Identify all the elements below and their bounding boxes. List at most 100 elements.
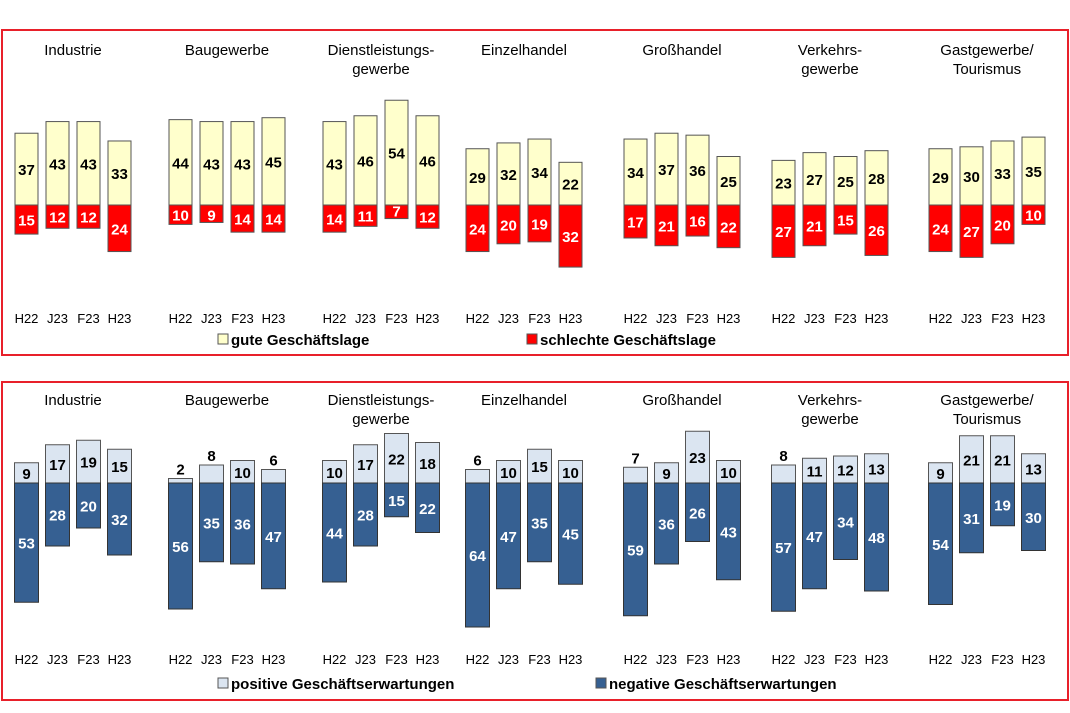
data-label-positive: 29 xyxy=(469,170,486,187)
data-label-positive: 35 xyxy=(1025,164,1042,181)
group-title: gewerbe xyxy=(801,61,859,78)
data-label-positive: 32 xyxy=(500,167,517,184)
legend-swatch xyxy=(526,333,538,345)
x-tick-label: H22 xyxy=(466,311,490,326)
data-label-negative: 14 xyxy=(234,212,251,229)
x-tick-label: H22 xyxy=(15,652,39,667)
data-label-positive: 10 xyxy=(500,465,517,482)
x-tick-label: H23 xyxy=(108,311,132,326)
bar-negative xyxy=(107,482,132,556)
data-label-negative: 47 xyxy=(265,529,282,546)
x-tick-label: F23 xyxy=(231,652,253,667)
group-title: Gastgewerbe/ xyxy=(940,42,1034,59)
bar-negative xyxy=(230,482,255,565)
bar-negative xyxy=(76,482,101,529)
x-tick-label: H23 xyxy=(262,311,286,326)
x-tick-label: H23 xyxy=(559,311,583,326)
data-label-negative: 10 xyxy=(172,208,189,225)
x-tick-label: H22 xyxy=(929,311,953,326)
legend-label: negative Geschäftserwartungen xyxy=(609,676,837,693)
data-label-positive: 15 xyxy=(111,459,128,476)
bar-negative xyxy=(802,204,827,247)
bar-negative xyxy=(76,204,101,229)
data-label-positive: 33 xyxy=(994,166,1011,183)
data-label-positive: 43 xyxy=(49,156,66,173)
x-tick-label: F23 xyxy=(686,311,708,326)
x-tick-label: J23 xyxy=(498,652,519,667)
x-tick-label: H22 xyxy=(323,311,347,326)
data-label-positive: 23 xyxy=(689,450,706,467)
x-tick-label: J23 xyxy=(498,311,519,326)
x-tick-label: J23 xyxy=(961,652,982,667)
bar-negative xyxy=(771,204,796,258)
data-label-positive: 46 xyxy=(357,153,374,170)
x-tick-label: F23 xyxy=(528,311,550,326)
data-label-negative: 26 xyxy=(689,505,706,522)
data-label-positive: 12 xyxy=(837,463,854,480)
data-label-positive: 43 xyxy=(203,156,220,173)
x-tick-label: H22 xyxy=(466,652,490,667)
bar-negative xyxy=(623,204,648,239)
x-tick-label: H23 xyxy=(717,652,741,667)
x-tick-label: F23 xyxy=(991,311,1013,326)
group-title: Dienstleistungs- xyxy=(328,42,435,59)
x-tick-label: H23 xyxy=(717,311,741,326)
data-label-negative: 59 xyxy=(627,542,644,559)
bar-negative xyxy=(558,204,583,268)
bar-negative xyxy=(496,482,521,590)
group-title: Baugewerbe xyxy=(185,392,269,409)
x-tick-label: H22 xyxy=(15,311,39,326)
bar-negative xyxy=(14,204,39,235)
x-tick-label: H22 xyxy=(169,652,193,667)
bar-negative xyxy=(261,482,286,590)
data-label-negative: 21 xyxy=(806,218,823,235)
data-label-positive: 9 xyxy=(662,466,670,483)
data-label-positive: 25 xyxy=(720,174,737,191)
data-label-negative: 32 xyxy=(111,512,128,529)
bar-negative xyxy=(527,482,552,563)
x-tick-label: J23 xyxy=(201,652,222,667)
bar-negative xyxy=(833,482,858,560)
x-tick-label: H23 xyxy=(108,652,132,667)
data-label-positive: 45 xyxy=(265,154,282,171)
bar-negative xyxy=(322,204,347,233)
data-label-negative: 17 xyxy=(627,214,644,231)
data-label-positive: 37 xyxy=(18,162,35,179)
data-label-negative: 20 xyxy=(500,217,517,234)
data-label-positive: 34 xyxy=(531,165,548,182)
x-tick-label: H22 xyxy=(929,652,953,667)
data-label-negative: 57 xyxy=(775,540,792,557)
group-title: Tourismus xyxy=(953,411,1021,428)
x-tick-label: H22 xyxy=(772,311,796,326)
bar-negative xyxy=(527,204,552,243)
data-label-positive: 17 xyxy=(357,457,374,474)
x-tick-label: F23 xyxy=(77,311,99,326)
group-title: Industrie xyxy=(44,42,102,59)
x-tick-label: J23 xyxy=(656,652,677,667)
bar-negative xyxy=(864,482,889,592)
bar-negative xyxy=(864,204,889,256)
data-label-positive: 21 xyxy=(963,452,980,469)
data-label-positive: 27 xyxy=(806,172,823,189)
group-title: Industrie xyxy=(44,392,102,409)
chart-frame-business-expectations xyxy=(1,381,1069,701)
bar-negative xyxy=(168,482,193,610)
data-label-negative: 14 xyxy=(326,212,343,229)
x-tick-label: H22 xyxy=(772,652,796,667)
bar-positive xyxy=(685,430,710,484)
bar-negative xyxy=(959,204,984,258)
data-label-negative: 27 xyxy=(963,224,980,241)
group-title: Großhandel xyxy=(642,42,721,59)
data-label-negative: 12 xyxy=(49,210,66,227)
x-tick-label: H23 xyxy=(262,652,286,667)
data-label-positive: 9 xyxy=(936,466,944,483)
bar-negative xyxy=(45,204,70,229)
data-label-positive: 9 xyxy=(22,466,30,483)
data-label-negative: 20 xyxy=(80,499,97,516)
x-tick-label: F23 xyxy=(385,652,407,667)
bar-negative xyxy=(384,482,409,518)
group-title: gewerbe xyxy=(352,61,410,78)
data-label-negative: 45 xyxy=(562,527,579,544)
data-label-negative: 7 xyxy=(392,204,400,221)
